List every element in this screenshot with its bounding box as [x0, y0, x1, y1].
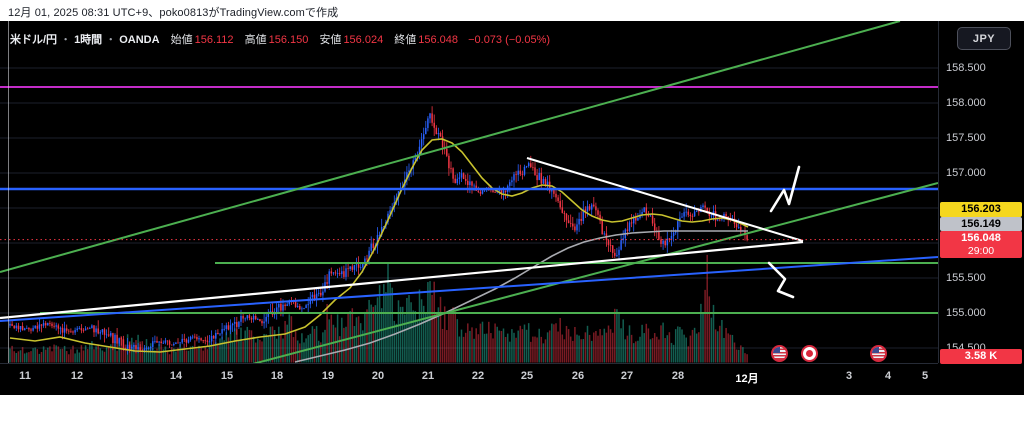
white-descending-trendline	[526, 157, 804, 242]
us-flag-event-icon[interactable]	[869, 344, 887, 362]
green-ascending-channel-top	[0, 21, 901, 273]
branding-bar: TradingView	[0, 395, 1024, 441]
close-label: 終値	[394, 34, 417, 46]
last-price: 156.048 29:00	[940, 231, 1022, 258]
time-tick: 21	[421, 370, 435, 382]
attribution-bar: 12月 01, 2025 08:31 UTC+9、poko0813がTradin…	[0, 0, 1024, 21]
price-tick: 158.000	[946, 97, 986, 109]
green-ascending-support	[252, 182, 938, 363]
zigzag-down-arrow	[767, 261, 795, 299]
close-value: 156.048	[418, 34, 459, 46]
exchange-label: OANDA	[119, 34, 160, 46]
price-tick: 158.500	[946, 62, 986, 74]
volume-value: 3.58 K	[940, 349, 1022, 364]
volume-bars	[9, 254, 748, 363]
change-value: −0.073 (−0.05%)	[468, 34, 551, 46]
time-tick: 22	[471, 370, 485, 382]
time-tick: 11	[19, 370, 31, 382]
zigzag-up-arrow	[769, 165, 801, 213]
time-tick: 26	[571, 370, 585, 382]
time-tick: 13	[120, 370, 134, 382]
japan-flag-event-icon[interactable]	[800, 344, 818, 362]
low-value: 156.024	[343, 34, 384, 46]
us-flag-event-icon[interactable]	[770, 344, 788, 362]
interval-label: 1時間	[74, 34, 103, 46]
currency-button[interactable]: JPY	[957, 27, 1011, 50]
time-tick: 19	[321, 370, 335, 382]
high-label: 高値	[244, 34, 267, 46]
time-tick: 15	[220, 370, 234, 382]
price-tick: 157.500	[946, 132, 986, 144]
candles	[9, 106, 748, 355]
time-tick: 28	[671, 370, 685, 382]
time-tick: 27	[620, 370, 634, 382]
time-tick: 25	[520, 370, 534, 382]
price-tick: 155.000	[946, 307, 986, 319]
attribution-text: 12月 01, 2025 08:31 UTC+9、poko0813がTradin…	[8, 7, 339, 19]
open-label: 始値	[170, 34, 193, 46]
time-tick: 12	[70, 370, 84, 382]
time-tick: 4	[884, 370, 892, 382]
price-axis[interactable]: 158.500 158.000 157.500 157.000 155.500 155.0…	[938, 21, 1024, 364]
time-tick: 12月	[735, 373, 759, 385]
ma-gray-line	[294, 230, 748, 363]
open-value: 156.112	[194, 34, 234, 46]
time-tick: 14	[169, 370, 183, 382]
ma-fast-value: 156.203	[940, 202, 1022, 217]
time-tick: 5	[921, 370, 929, 382]
symbol-name: 米ドル/円	[10, 34, 58, 46]
plot-area	[0, 21, 938, 363]
high-value: 156.150	[268, 34, 309, 46]
white-rising-trendline	[0, 240, 804, 320]
ma-slow-value: 156.149	[940, 217, 1022, 231]
price-tick: 155.500	[946, 272, 986, 284]
price-tick: 157.000	[946, 167, 986, 179]
low-label: 安値	[319, 34, 342, 46]
blue-rising-trendline	[0, 256, 938, 322]
time-tick: 20	[371, 370, 385, 382]
time-tick: 18	[270, 370, 284, 382]
time-tick: 3	[845, 370, 853, 382]
symbol-legend: 米ドル/円・ 1時間・ OANDA 始値 156.112 高値 156.150 安値 15…	[10, 34, 551, 46]
time-axis[interactable]: 11 12 13 14 15 18 19 20 21 22 25 26 27 28 12月 3 4 5	[0, 363, 938, 389]
ma-yellow-line	[9, 138, 749, 353]
